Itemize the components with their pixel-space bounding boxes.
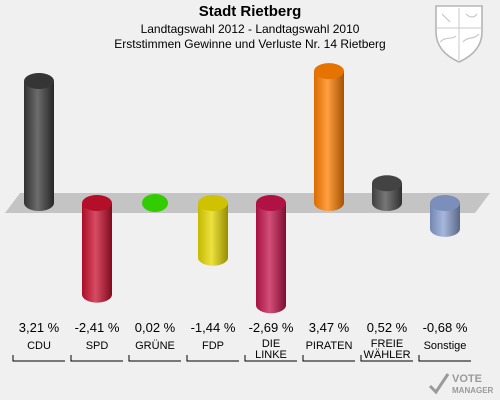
value-label-2: 0,02 % bbox=[135, 320, 176, 335]
category-tick-4 bbox=[244, 355, 297, 362]
category-tick-1 bbox=[70, 355, 123, 362]
category-label-3: FDP bbox=[202, 340, 224, 352]
value-label-6: 0,52 % bbox=[367, 320, 408, 335]
bar-cap-6 bbox=[372, 175, 402, 192]
category-tick-2 bbox=[128, 355, 181, 362]
bar-cap-5 bbox=[314, 63, 344, 80]
category-label-4-line2: LINKE bbox=[255, 349, 287, 361]
category-label-4-line1: DIE bbox=[262, 338, 280, 350]
chart-title: Stadt Rietberg bbox=[198, 3, 302, 20]
category-tick-3 bbox=[186, 355, 239, 362]
logo-text-manager: MANAGER bbox=[452, 386, 494, 395]
bar-2 bbox=[142, 194, 168, 212]
value-label-7: -0,68 % bbox=[423, 320, 468, 335]
coat-of-arms-icon bbox=[435, 5, 483, 63]
bar-4 bbox=[256, 203, 286, 314]
baseline-band bbox=[5, 193, 490, 213]
category-tick-7 bbox=[418, 355, 471, 362]
bar-1 bbox=[82, 203, 113, 303]
category-label-2: GRÜNE bbox=[135, 340, 175, 352]
category-label-0: CDU bbox=[27, 340, 51, 352]
bar-cap-7 bbox=[430, 195, 460, 211]
bar-6 bbox=[372, 183, 402, 211]
category-tick-5 bbox=[302, 355, 355, 362]
category-label-7: Sonstige bbox=[424, 340, 467, 352]
bar-7 bbox=[430, 203, 460, 237]
votemanager-logo: VOTE MANAGER bbox=[428, 373, 494, 395]
logo-text-vote: VOTE bbox=[452, 373, 482, 385]
bar-3 bbox=[198, 203, 228, 266]
value-label-4: -2,69 % bbox=[249, 320, 294, 335]
chart-subtitle: Landtagswahl 2012 - Landtagswahl 2010 bbox=[140, 22, 360, 36]
category-tick-6 bbox=[360, 355, 413, 362]
bar-cap-4 bbox=[256, 195, 286, 211]
bar-cap-0 bbox=[24, 73, 54, 90]
category-label-6-line1: FREIE bbox=[371, 338, 403, 350]
bar-0 bbox=[24, 81, 54, 212]
category-label-6-line2: WÄHLER bbox=[363, 349, 410, 361]
value-label-5: 3,47 % bbox=[309, 320, 350, 335]
category-label-1: SPD bbox=[86, 340, 109, 352]
bar-cap-3 bbox=[198, 195, 228, 211]
bar-cap-1 bbox=[82, 195, 112, 211]
value-label-0: 3,21 % bbox=[19, 320, 60, 335]
value-label-1: -2,41 % bbox=[75, 320, 120, 335]
category-tick-0 bbox=[12, 355, 65, 362]
bar-5 bbox=[314, 71, 344, 211]
value-label-3: -1,44 % bbox=[191, 320, 236, 335]
category-label-5: PIRATEN bbox=[306, 340, 353, 352]
chart-subtitle-2: Erststimmen Gewinne und Verluste Nr. 14 … bbox=[114, 37, 386, 51]
